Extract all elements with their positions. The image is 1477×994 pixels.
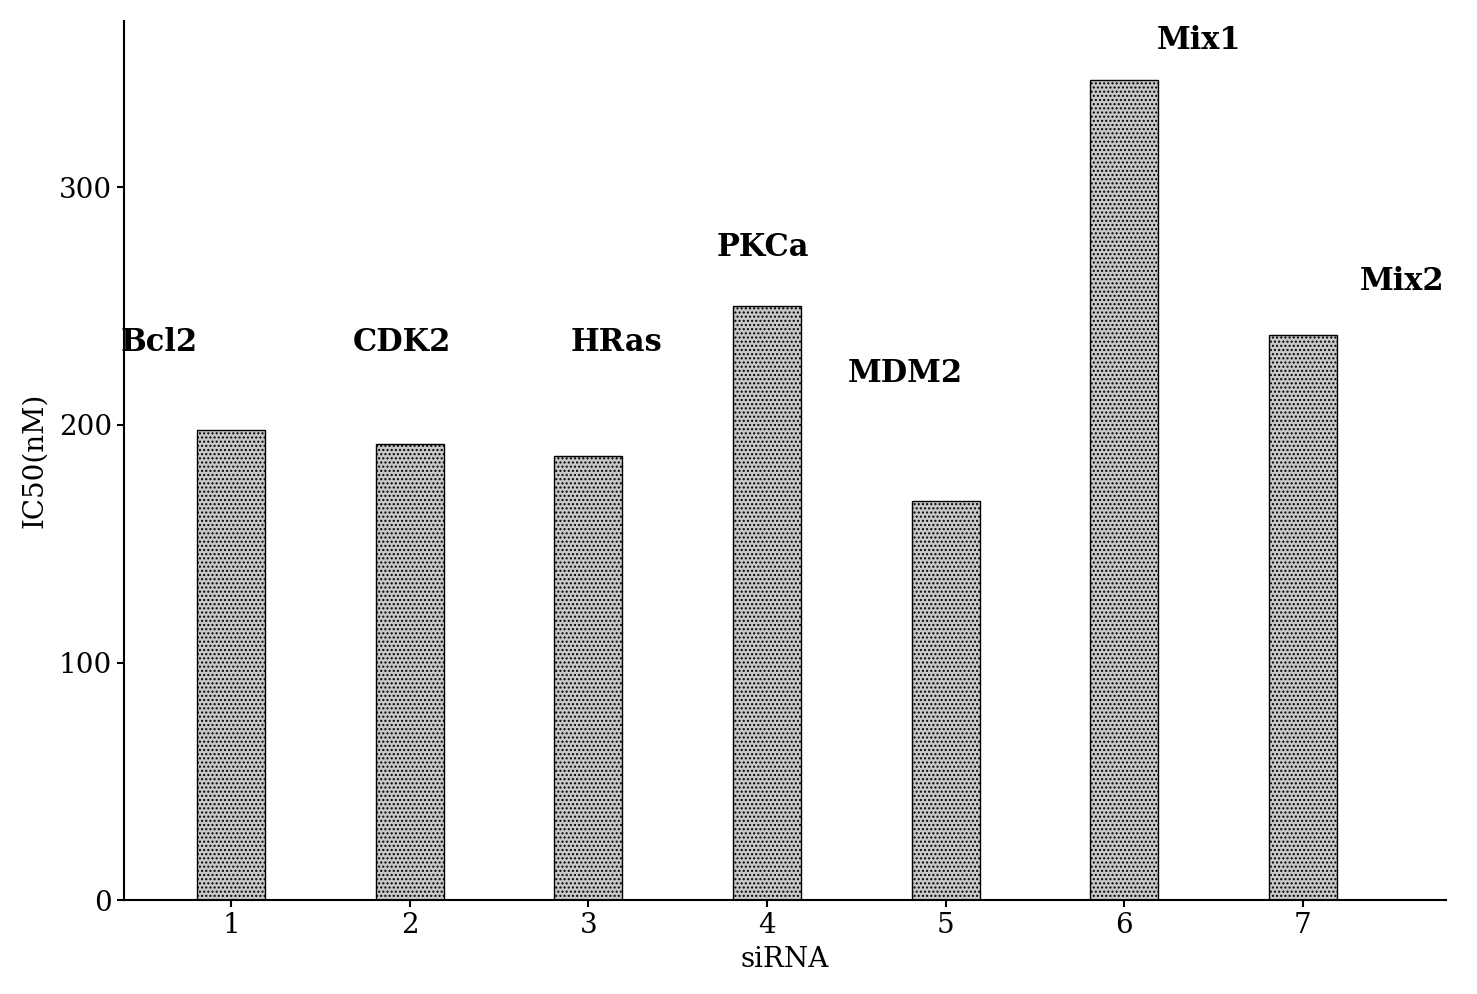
Text: Mix2: Mix2 (1360, 265, 1445, 296)
Bar (198, 429, 264, 901)
Bar (733, 306, 801, 901)
Bar (554, 456, 622, 901)
Bar (554, 456, 622, 901)
Bar (198, 429, 264, 901)
X-axis label: siRNA: siRNA (740, 946, 829, 973)
Bar (733, 306, 801, 901)
Y-axis label: IC50(nM): IC50(nM) (21, 393, 47, 529)
Bar (1090, 81, 1158, 901)
Bar (1269, 335, 1337, 901)
Bar (375, 444, 443, 901)
Text: PKCa: PKCa (716, 233, 809, 263)
Bar (1269, 335, 1337, 901)
Bar (911, 501, 979, 901)
Bar (911, 501, 979, 901)
Text: MDM2: MDM2 (848, 358, 963, 390)
Text: Bcl2: Bcl2 (121, 327, 198, 359)
Text: CDK2: CDK2 (353, 327, 450, 359)
Text: HRas: HRas (570, 327, 662, 359)
Text: Mix1: Mix1 (1156, 26, 1241, 57)
Bar (375, 444, 443, 901)
Bar (1090, 81, 1158, 901)
